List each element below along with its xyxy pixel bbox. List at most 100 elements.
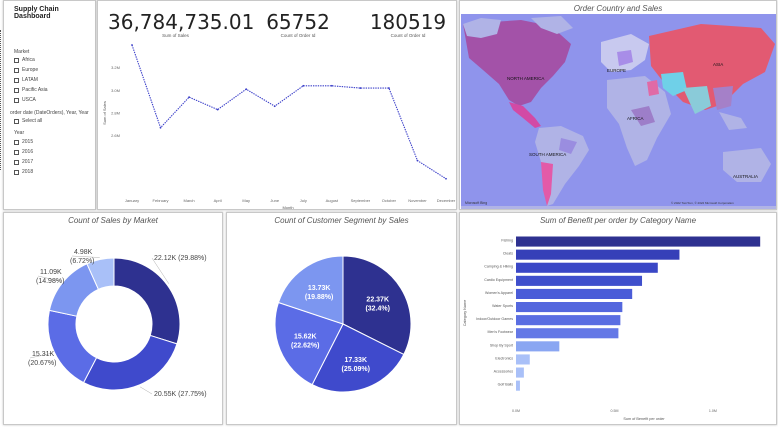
y-tick-label: 3.0M xyxy=(111,88,120,93)
bar[interactable] xyxy=(516,341,560,352)
line-point[interactable] xyxy=(273,105,276,108)
checkbox[interactable] xyxy=(14,67,19,73)
option-label: Africa xyxy=(22,57,35,63)
bar[interactable] xyxy=(516,236,761,247)
sales-trend-panel: 36,784,735.01 Sum of Sales 65752 Count o… xyxy=(97,0,457,210)
slice-pct-label: (25.09%) xyxy=(342,366,370,373)
checkbox[interactable] xyxy=(14,57,19,63)
kpi-label: Count of Order Id xyxy=(390,33,426,38)
map-title: Order Country and Sales xyxy=(573,4,663,13)
dashboard-title: Supply Chain Dashboard xyxy=(14,6,59,20)
central-america xyxy=(509,102,541,128)
checkbox[interactable] xyxy=(14,169,19,175)
checkbox[interactable] xyxy=(14,87,19,93)
slice-value-label: 17.33K xyxy=(344,357,367,364)
bar[interactable] xyxy=(516,275,643,286)
slice-pct-label: (19.88%) xyxy=(305,294,333,301)
y-tick-label: 2.6M xyxy=(111,133,120,138)
checkbox[interactable] xyxy=(14,139,19,145)
line-point[interactable] xyxy=(445,177,447,180)
option-label: Pacific Asia xyxy=(22,87,48,93)
slice[interactable] xyxy=(311,323,405,393)
bar[interactable] xyxy=(516,328,619,339)
market-option-europe[interactable]: Europe xyxy=(14,67,38,73)
slice-value-label: 15.31K xyxy=(32,351,55,358)
slice[interactable] xyxy=(113,257,181,345)
checkbox[interactable] xyxy=(14,149,19,155)
line-point[interactable] xyxy=(159,126,162,129)
pie-title: Count of Customer Segment by Sales xyxy=(274,216,409,225)
market-option-latam[interactable]: LATAM xyxy=(14,77,38,83)
slice[interactable] xyxy=(47,309,98,384)
customer-segment-pie: 22.37K (32.4%) 17.33K (25.09%) 15.62K (22.62%… xyxy=(274,255,412,393)
x-axis-label: Month xyxy=(282,205,293,210)
line-point[interactable] xyxy=(188,96,190,99)
sales-by-month-line-chart: 3.2M 3.0M 2.8M 2.6M Sum of Sales January Febru… xyxy=(102,44,456,210)
category-label: Accessories xyxy=(494,370,514,374)
x-tick-label: 1.0M xyxy=(709,409,717,413)
world-map[interactable]: NORTH AMERICA EUROPE ASIA AFRICA SOUTH A… xyxy=(461,14,777,210)
category-label: Cardio Equipment xyxy=(484,278,513,282)
line-point[interactable] xyxy=(131,44,133,46)
order-date-slicer-header: order date (DateOrders), Year, Year xyxy=(10,110,89,116)
category-label: Camping & Hiking xyxy=(484,265,513,269)
slice-value-label: 4.98K xyxy=(74,249,93,256)
antarctica xyxy=(461,206,776,209)
slice-value-label: 13.73K xyxy=(308,285,331,292)
x-tick-label: March xyxy=(184,198,195,203)
category-label: Indoor/Outdoor Games xyxy=(476,317,513,321)
bar[interactable] xyxy=(516,288,633,299)
slice-label: 22.12K (29.88%) xyxy=(154,255,207,262)
bar[interactable] xyxy=(516,262,658,273)
year-option-2015[interactable]: 2015 xyxy=(14,139,33,145)
bar[interactable] xyxy=(516,354,530,365)
line-point[interactable] xyxy=(416,159,419,162)
checkbox[interactable] xyxy=(14,118,19,124)
market-option-pacific-asia[interactable]: Pacific Asia xyxy=(14,87,48,93)
x-tick-label: 0.0M xyxy=(512,409,520,413)
leader-line xyxy=(139,386,153,395)
option-label: Select all xyxy=(22,118,43,124)
category-label: Men's Footwear xyxy=(488,330,514,334)
slice[interactable] xyxy=(277,255,344,325)
y-axis-label: Category Name xyxy=(463,300,467,327)
leader-line xyxy=(37,275,62,282)
slicer-panel: Supply Chain Dashboard Market Africa Eur… xyxy=(3,0,96,210)
select-all-option[interactable]: Select all xyxy=(14,118,42,124)
bar[interactable] xyxy=(516,315,621,326)
category-bar-panel: Sum of Benefit per order by Category Nam… xyxy=(459,212,777,425)
leader-line xyxy=(151,257,170,284)
bar[interactable] xyxy=(516,380,520,391)
line-point[interactable] xyxy=(216,108,219,111)
checkbox[interactable] xyxy=(14,77,19,83)
central-asia xyxy=(661,72,687,96)
line-point[interactable] xyxy=(388,87,390,89)
checkbox[interactable] xyxy=(14,97,19,103)
slice[interactable] xyxy=(274,301,344,386)
donut-title: Count of Sales by Market xyxy=(68,216,158,225)
market-option-usca[interactable]: USCA xyxy=(14,97,36,103)
y-tick-label: 3.2M xyxy=(111,65,120,70)
market-option-africa[interactable]: Africa xyxy=(14,57,35,63)
line-point[interactable] xyxy=(359,87,362,89)
bar[interactable] xyxy=(516,249,680,260)
slice[interactable] xyxy=(342,255,412,356)
line-point[interactable] xyxy=(302,84,305,87)
bar[interactable] xyxy=(516,367,524,378)
line-point[interactable] xyxy=(330,84,333,87)
option-label: Europe xyxy=(22,67,39,73)
x-tick-label: December xyxy=(437,198,456,203)
southeast-asia xyxy=(719,112,747,130)
checkbox[interactable] xyxy=(14,159,19,165)
year-option-2017[interactable]: 2017 xyxy=(14,159,33,165)
slice[interactable] xyxy=(86,257,115,291)
year-option-2016[interactable]: 2016 xyxy=(14,149,33,155)
bar[interactable] xyxy=(516,302,623,313)
kpi-count-of-order-id-total: 180519 Count of Order Id xyxy=(368,10,448,38)
category-label: Golf Balls xyxy=(498,383,514,387)
year-option-2018[interactable]: 2018 xyxy=(14,169,33,175)
line-point[interactable] xyxy=(245,88,248,91)
bar-title: Sum of Benefit per order by Category Nam… xyxy=(539,216,697,225)
x-tick-label: May xyxy=(242,198,250,203)
slice[interactable] xyxy=(82,334,178,391)
